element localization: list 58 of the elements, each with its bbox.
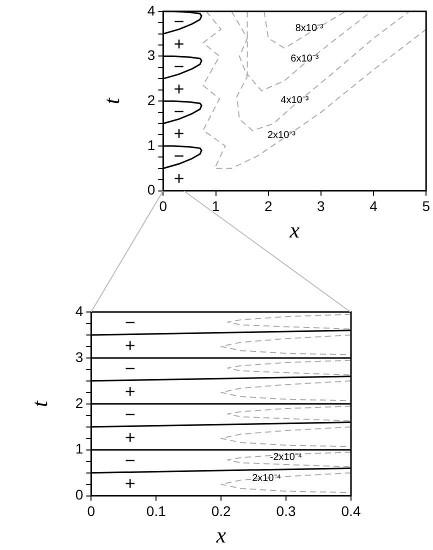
- x-tick-label: 0.1: [146, 503, 166, 520]
- annotation: +: [174, 168, 184, 189]
- line-series: [227, 360, 351, 376]
- y-tick-label: 0: [147, 182, 156, 198]
- annotation: +: [124, 335, 136, 356]
- annotation: −: [124, 450, 136, 470]
- x-tick-label: 4: [370, 198, 378, 214]
- x-axis-title: x: [288, 218, 300, 243]
- annotation: +: [124, 473, 136, 494]
- y-axis-title: t: [98, 97, 124, 104]
- annotation: +: [124, 381, 136, 402]
- annotation: 6x10⁻³: [290, 54, 320, 65]
- y-tick-label: 4: [75, 302, 84, 319]
- x-tick-label: 5: [422, 198, 430, 214]
- y-tick-label: 0: [75, 486, 84, 503]
- line-series: [220, 334, 351, 356]
- y-tick-label: 3: [75, 348, 84, 365]
- x-tick-label: 3: [317, 198, 326, 214]
- x-tick-label: 0.3: [276, 503, 296, 520]
- annotation: 4x10⁻³: [280, 94, 310, 106]
- line-series: [220, 380, 351, 402]
- y-tick-label: 2: [75, 394, 84, 411]
- annotation: -2x10⁻⁴: [270, 452, 302, 463]
- line-series: [231, 11, 410, 132]
- line-series: [227, 406, 351, 422]
- annotation: −: [174, 56, 184, 76]
- x-tick-label: 0: [159, 198, 168, 214]
- annotation: +: [124, 427, 136, 448]
- x-tick-label: 0.4: [341, 503, 361, 520]
- annotation: −: [174, 12, 184, 32]
- y-tick-label: 2: [147, 92, 156, 108]
- annotation: −: [174, 146, 184, 166]
- line-series: [227, 314, 351, 330]
- line-series: [220, 426, 351, 448]
- y-tick-label: 1: [147, 136, 156, 153]
- y-tick-label: 3: [147, 47, 156, 64]
- annotation: 8x10⁻³: [295, 23, 324, 34]
- annotation: −: [124, 312, 136, 332]
- annotation: +: [174, 78, 184, 99]
- y-tick-label: 4: [147, 2, 156, 18]
- y-axis-title: t: [26, 400, 52, 407]
- annotation: +: [174, 124, 184, 144]
- y-tick-label: 1: [75, 440, 84, 457]
- annotation: +: [174, 34, 184, 54]
- x-tick-label: 1: [212, 198, 220, 214]
- annotation: −: [174, 101, 184, 122]
- line-series: [227, 452, 351, 468]
- line-series: [220, 472, 351, 494]
- x-axis-title: x: [215, 522, 226, 548]
- annotation: 2x10⁻³: [267, 130, 296, 141]
- annotation: −: [124, 358, 136, 378]
- line-series: [202, 11, 426, 169]
- annotation: 2x10⁻⁴: [252, 473, 282, 484]
- x-tick-label: 0.2: [211, 503, 232, 520]
- line-series: [264, 11, 346, 49]
- annotation: −: [124, 404, 136, 424]
- x-tick-label: 0: [87, 503, 96, 520]
- x-tick-label: 2: [264, 198, 272, 214]
